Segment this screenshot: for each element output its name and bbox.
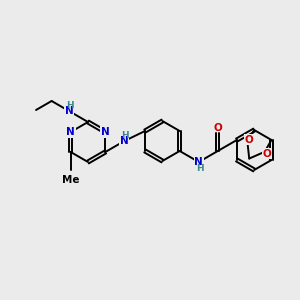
Text: N: N xyxy=(101,127,110,137)
Text: H: H xyxy=(66,100,74,109)
Text: O: O xyxy=(262,149,271,159)
Text: Me: Me xyxy=(62,175,80,185)
Text: N: N xyxy=(66,127,75,137)
Text: O: O xyxy=(213,123,222,133)
Text: N: N xyxy=(120,136,129,146)
Text: H: H xyxy=(196,164,204,173)
Text: H: H xyxy=(122,130,129,140)
Text: N: N xyxy=(64,106,73,116)
Text: O: O xyxy=(245,135,254,145)
Text: N: N xyxy=(194,157,203,167)
